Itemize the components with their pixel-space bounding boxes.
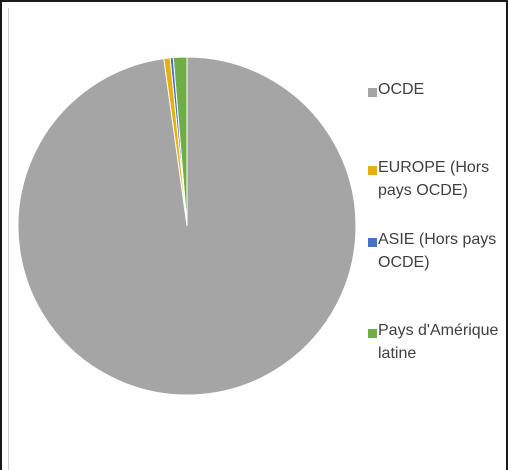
legend-swatch-ocde	[368, 88, 377, 97]
legend-label-asie: ASIE (Hors pays OCDE)	[378, 231, 497, 271]
legend-label-ocde: OCDE	[378, 81, 425, 98]
frame-border-right	[506, 0, 508, 470]
legend-swatch-amerique-latine	[368, 329, 377, 338]
frame-inner-border	[8, 8, 9, 470]
frame-border-top	[0, 0, 508, 2]
legend-label-europe: EUROPE (Hors pays OCDE)	[378, 159, 490, 199]
slice-ocde	[17, 56, 357, 396]
frame-border-left	[0, 0, 2, 470]
legend-swatch-europe	[368, 166, 377, 175]
legend-swatch-asie	[368, 238, 377, 247]
legend-label-amerique-latine: Pays d'Amérique latine	[378, 322, 499, 362]
